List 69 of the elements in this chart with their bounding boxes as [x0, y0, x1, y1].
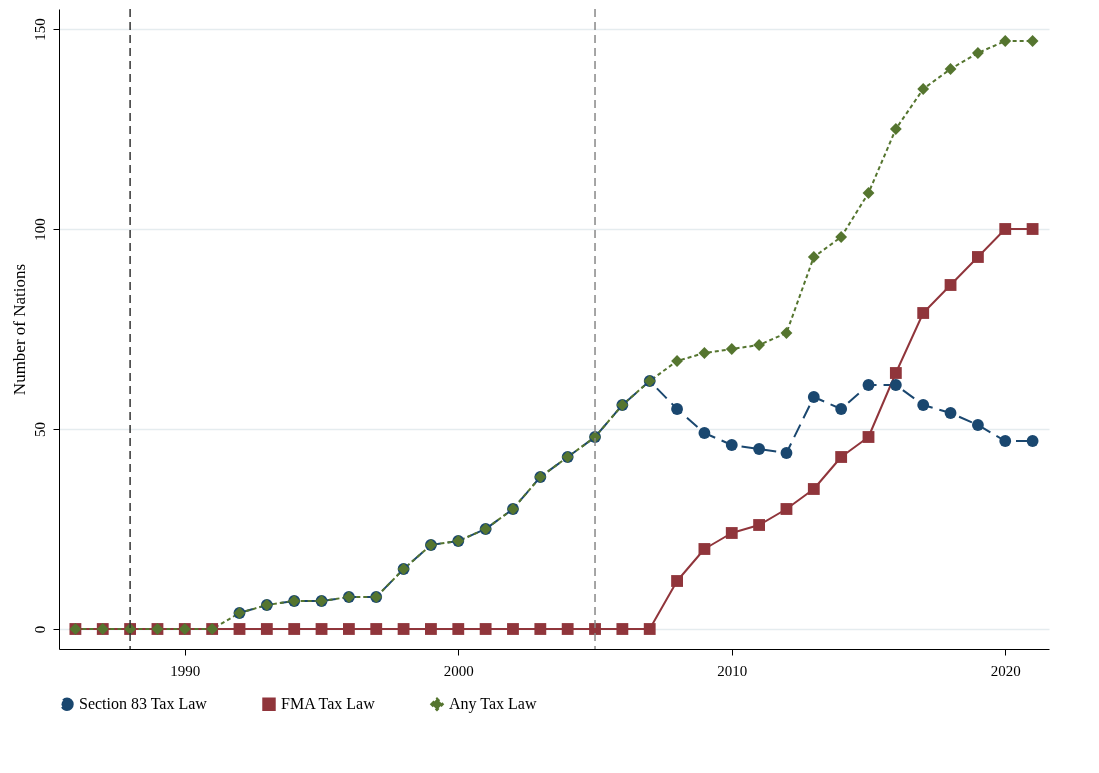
point [999, 35, 1012, 47]
point [807, 391, 820, 403]
point [342, 623, 355, 635]
point [753, 443, 766, 455]
point [753, 339, 766, 351]
point [1026, 435, 1039, 447]
point [753, 519, 766, 531]
point [862, 431, 875, 443]
point [780, 447, 793, 459]
point [534, 623, 547, 635]
y-tick-label: 0 [31, 625, 48, 634]
point [260, 623, 273, 635]
point [698, 543, 711, 555]
point [1026, 35, 1039, 47]
point [561, 623, 574, 635]
x-tick-label: 2020 [990, 662, 1021, 679]
point [725, 439, 738, 451]
point [698, 347, 711, 359]
point [999, 223, 1012, 235]
y-tick-label: 100 [31, 218, 48, 241]
point [889, 379, 902, 391]
legend-label: FMA Tax Law [281, 695, 376, 713]
point [862, 379, 875, 391]
y-axis-title: Number of Nations [9, 263, 29, 396]
point [917, 399, 930, 411]
point [233, 623, 246, 635]
point [862, 187, 875, 199]
point [944, 63, 957, 75]
point [780, 327, 793, 339]
legend-label: Section 83 Tax Law [79, 695, 208, 713]
point [971, 47, 984, 59]
point [397, 623, 410, 635]
point [807, 251, 820, 263]
y-tick-label: 50 [31, 422, 48, 437]
point [835, 231, 848, 243]
point [671, 575, 683, 587]
point [999, 435, 1012, 447]
point [698, 427, 711, 439]
point [725, 527, 738, 539]
point [288, 623, 301, 635]
x-tick-label: 2010 [717, 662, 748, 679]
point [835, 451, 848, 463]
point [780, 503, 793, 515]
point [507, 623, 519, 635]
point [971, 419, 984, 431]
point [452, 623, 465, 635]
point [725, 343, 738, 355]
x-tick-label: 1990 [170, 662, 201, 679]
point [616, 623, 629, 635]
x-tick-label: 2000 [443, 662, 474, 679]
point [315, 623, 328, 635]
point [971, 251, 984, 263]
point [589, 623, 601, 635]
point [425, 623, 437, 635]
point [917, 307, 930, 319]
point [889, 367, 902, 379]
y-tick-label: 150 [31, 18, 48, 41]
point [671, 403, 683, 415]
point [944, 407, 957, 419]
point [807, 483, 820, 495]
point [889, 123, 902, 135]
legend-label: Any Tax Law [449, 695, 537, 714]
point [917, 83, 930, 95]
point [643, 623, 656, 635]
point [944, 279, 957, 291]
point [479, 623, 492, 635]
point [370, 623, 383, 635]
point [1026, 223, 1039, 235]
point [835, 403, 848, 415]
